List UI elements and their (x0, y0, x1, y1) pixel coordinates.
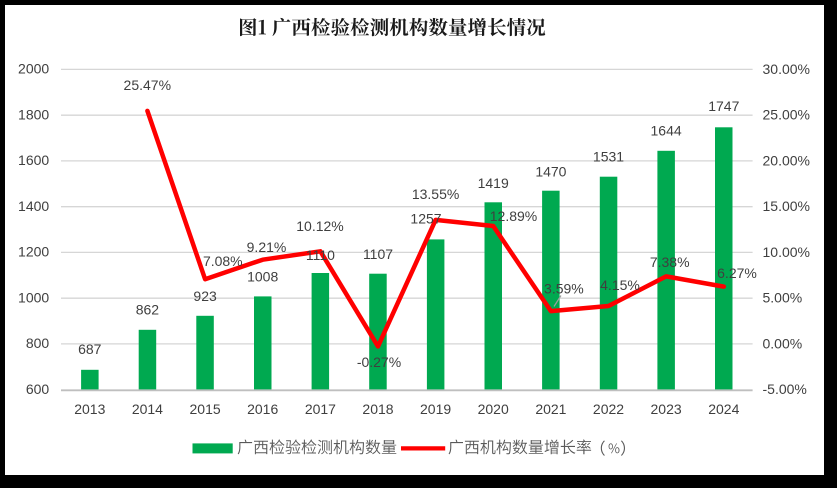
svg-text:4.15%: 4.15% (600, 277, 640, 293)
svg-text:3.59%: 3.59% (544, 281, 584, 297)
svg-text:2023: 2023 (651, 401, 682, 417)
svg-text:1000: 1000 (18, 289, 49, 305)
svg-text:1531: 1531 (593, 149, 624, 165)
svg-text:20.00%: 20.00% (763, 152, 810, 168)
svg-text:1400: 1400 (18, 198, 49, 214)
svg-text:7.38%: 7.38% (650, 254, 690, 270)
svg-text:1200: 1200 (18, 244, 49, 260)
svg-text:600: 600 (26, 381, 50, 397)
svg-text:923: 923 (193, 288, 217, 304)
svg-text:10.12%: 10.12% (296, 218, 343, 234)
svg-text:2014: 2014 (132, 401, 163, 417)
svg-text:13.55%: 13.55% (412, 186, 459, 202)
svg-text:2020: 2020 (478, 401, 509, 417)
svg-text:25.00%: 25.00% (763, 107, 810, 123)
svg-text:2024: 2024 (708, 401, 739, 417)
svg-text:1107: 1107 (363, 246, 393, 262)
svg-text:5.00%: 5.00% (763, 290, 803, 306)
svg-text:0.00%: 0.00% (763, 335, 803, 351)
svg-text:1257: 1257 (410, 210, 441, 226)
svg-text:2000: 2000 (18, 61, 49, 77)
svg-text:10.00%: 10.00% (763, 244, 810, 260)
svg-text:2018: 2018 (362, 401, 393, 417)
svg-text:800: 800 (26, 335, 50, 351)
svg-text:1800: 1800 (18, 106, 49, 122)
svg-text:1747: 1747 (708, 98, 739, 114)
svg-text:1110: 1110 (306, 247, 335, 263)
svg-text:-0.27%: -0.27% (357, 354, 401, 370)
svg-text:-5.00%: -5.00% (763, 381, 807, 397)
svg-text:6.27%: 6.27% (717, 265, 757, 281)
svg-text:2017: 2017 (305, 401, 336, 417)
svg-text:862: 862 (136, 301, 160, 317)
svg-text:2013: 2013 (74, 401, 105, 417)
svg-text:1419: 1419 (478, 175, 509, 191)
svg-text:15.00%: 15.00% (763, 198, 810, 214)
svg-text:1470: 1470 (535, 164, 566, 180)
svg-text:2021: 2021 (535, 401, 566, 417)
svg-text:2016: 2016 (247, 401, 278, 417)
svg-text:25.47%: 25.47% (124, 77, 171, 93)
svg-text:30.00%: 30.00% (763, 61, 810, 77)
svg-text:12.89%: 12.89% (490, 208, 537, 224)
svg-text:7.08%: 7.08% (203, 253, 243, 269)
svg-text:2019: 2019 (420, 401, 451, 417)
svg-text:1600: 1600 (18, 152, 49, 168)
svg-text:9.21%: 9.21% (247, 239, 287, 255)
svg-text:1008: 1008 (247, 268, 278, 284)
svg-text:1644: 1644 (651, 123, 682, 139)
svg-text:2015: 2015 (190, 401, 221, 417)
svg-text:2022: 2022 (593, 401, 624, 417)
svg-text:687: 687 (78, 341, 102, 357)
